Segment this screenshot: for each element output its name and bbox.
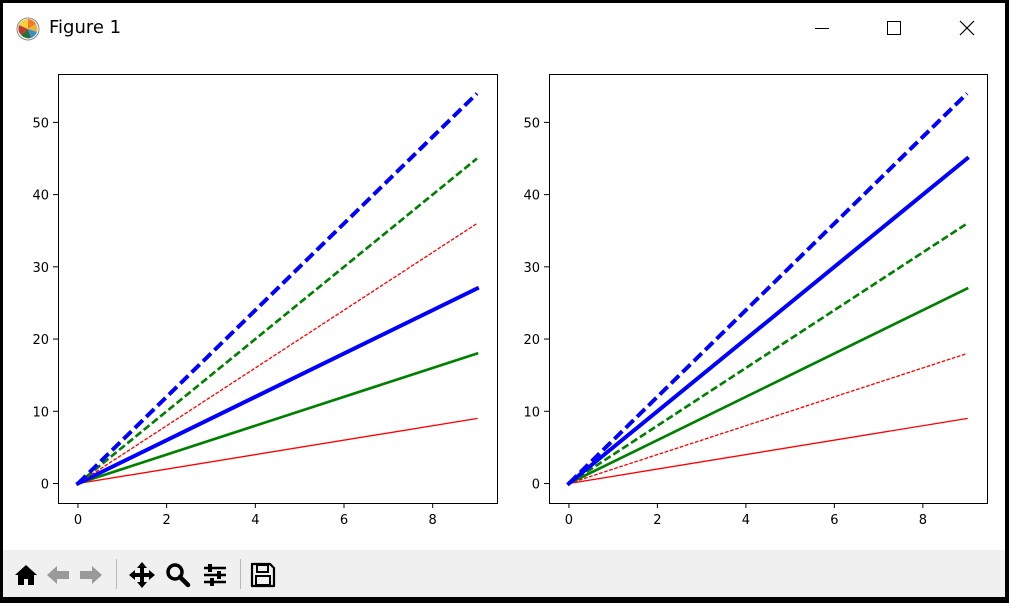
subplot-2: 0 2 4 6 8 0 10 20 30 40 50 [523, 74, 988, 528]
back-button[interactable] [43, 560, 73, 590]
y-tick-label: 30 [523, 261, 540, 276]
maximize-button[interactable] [871, 8, 917, 48]
y-tick-label: 20 [32, 333, 49, 348]
figure-svg: 0 2 4 6 8 0 10 20 30 40 50 0 2 4 6 8 0 10 20 30 40 50 [32, 74, 988, 528]
matplotlib-logo-icon [16, 17, 40, 41]
close-icon [959, 20, 975, 36]
close-button[interactable] [944, 8, 990, 48]
series-line-3 [75, 285, 480, 487]
x-tick-label: 8 [919, 513, 927, 528]
forward-button[interactable] [76, 560, 106, 590]
y-tick-label: 30 [32, 261, 49, 276]
series-line-5 [77, 157, 478, 485]
x-tick-label: 0 [74, 513, 82, 528]
pan-button[interactable] [127, 560, 157, 590]
minimize-button[interactable] [799, 8, 845, 48]
minimize-icon [815, 28, 829, 29]
home-icon [15, 565, 37, 585]
y-tick-label: 40 [523, 189, 540, 204]
series-line-3 [567, 286, 969, 486]
y-tick-label: 50 [32, 116, 49, 131]
y-tick-label: 10 [523, 405, 540, 420]
maximize-icon [887, 21, 901, 35]
y-tick-label: 0 [532, 478, 540, 493]
sliders-icon [204, 564, 226, 586]
series-line-4 [77, 222, 478, 485]
y-tick-label: 0 [41, 478, 49, 493]
right-arrow-icon [80, 566, 102, 584]
x-tick-label: 0 [565, 513, 573, 528]
navigation-toolbar [3, 550, 1005, 597]
magnifier-icon [166, 563, 191, 588]
move-icon [129, 562, 155, 588]
toolbar-separator [240, 559, 241, 589]
series-line-5 [566, 155, 970, 487]
subplot-1: 0 2 4 6 8 0 10 20 30 40 50 [32, 74, 498, 528]
x-tick-label: 2 [163, 513, 171, 528]
axes-frame [58, 74, 498, 504]
floppy-disk-icon [250, 562, 276, 588]
x-tick-label: 6 [340, 513, 348, 528]
x-tick-label: 8 [429, 513, 437, 528]
left-arrow-icon [47, 566, 69, 584]
configure-subplots-button[interactable] [200, 560, 230, 590]
y-tick-label: 40 [32, 189, 49, 204]
y-tick-label: 10 [32, 405, 49, 420]
y-tick-label: 20 [523, 333, 540, 348]
x-tick-label: 6 [830, 513, 838, 528]
title-bar[interactable]: Figure 1 [3, 3, 1005, 53]
zoom-button[interactable] [163, 560, 193, 590]
save-button[interactable] [248, 560, 278, 590]
series-line-6 [567, 92, 969, 485]
x-tick-label: 4 [742, 513, 750, 528]
axes-frame [549, 74, 988, 504]
x-tick-label: 4 [251, 513, 259, 528]
window-title: Figure 1 [49, 17, 122, 38]
figure-canvas[interactable]: 0 2 4 6 8 0 10 20 30 40 50 0 2 4 6 8 0 10 20 30 40 50 [3, 53, 1005, 550]
series-line-1 [77, 417, 478, 485]
series-line-4 [568, 222, 968, 485]
series-line-1 [568, 417, 968, 485]
series-line-6 [76, 92, 479, 485]
toolbar-separator [116, 559, 117, 589]
series-line-2 [76, 351, 479, 486]
x-tick-label: 2 [653, 513, 661, 528]
figure-window: Figure 1 0 2 4 6 8 0 10 20 30 40 50 0 2 4 6 8 0 10 20 30 40 5… [3, 3, 1005, 597]
series-line-2 [568, 352, 968, 485]
y-tick-label: 50 [523, 116, 540, 131]
home-button[interactable] [11, 560, 41, 590]
